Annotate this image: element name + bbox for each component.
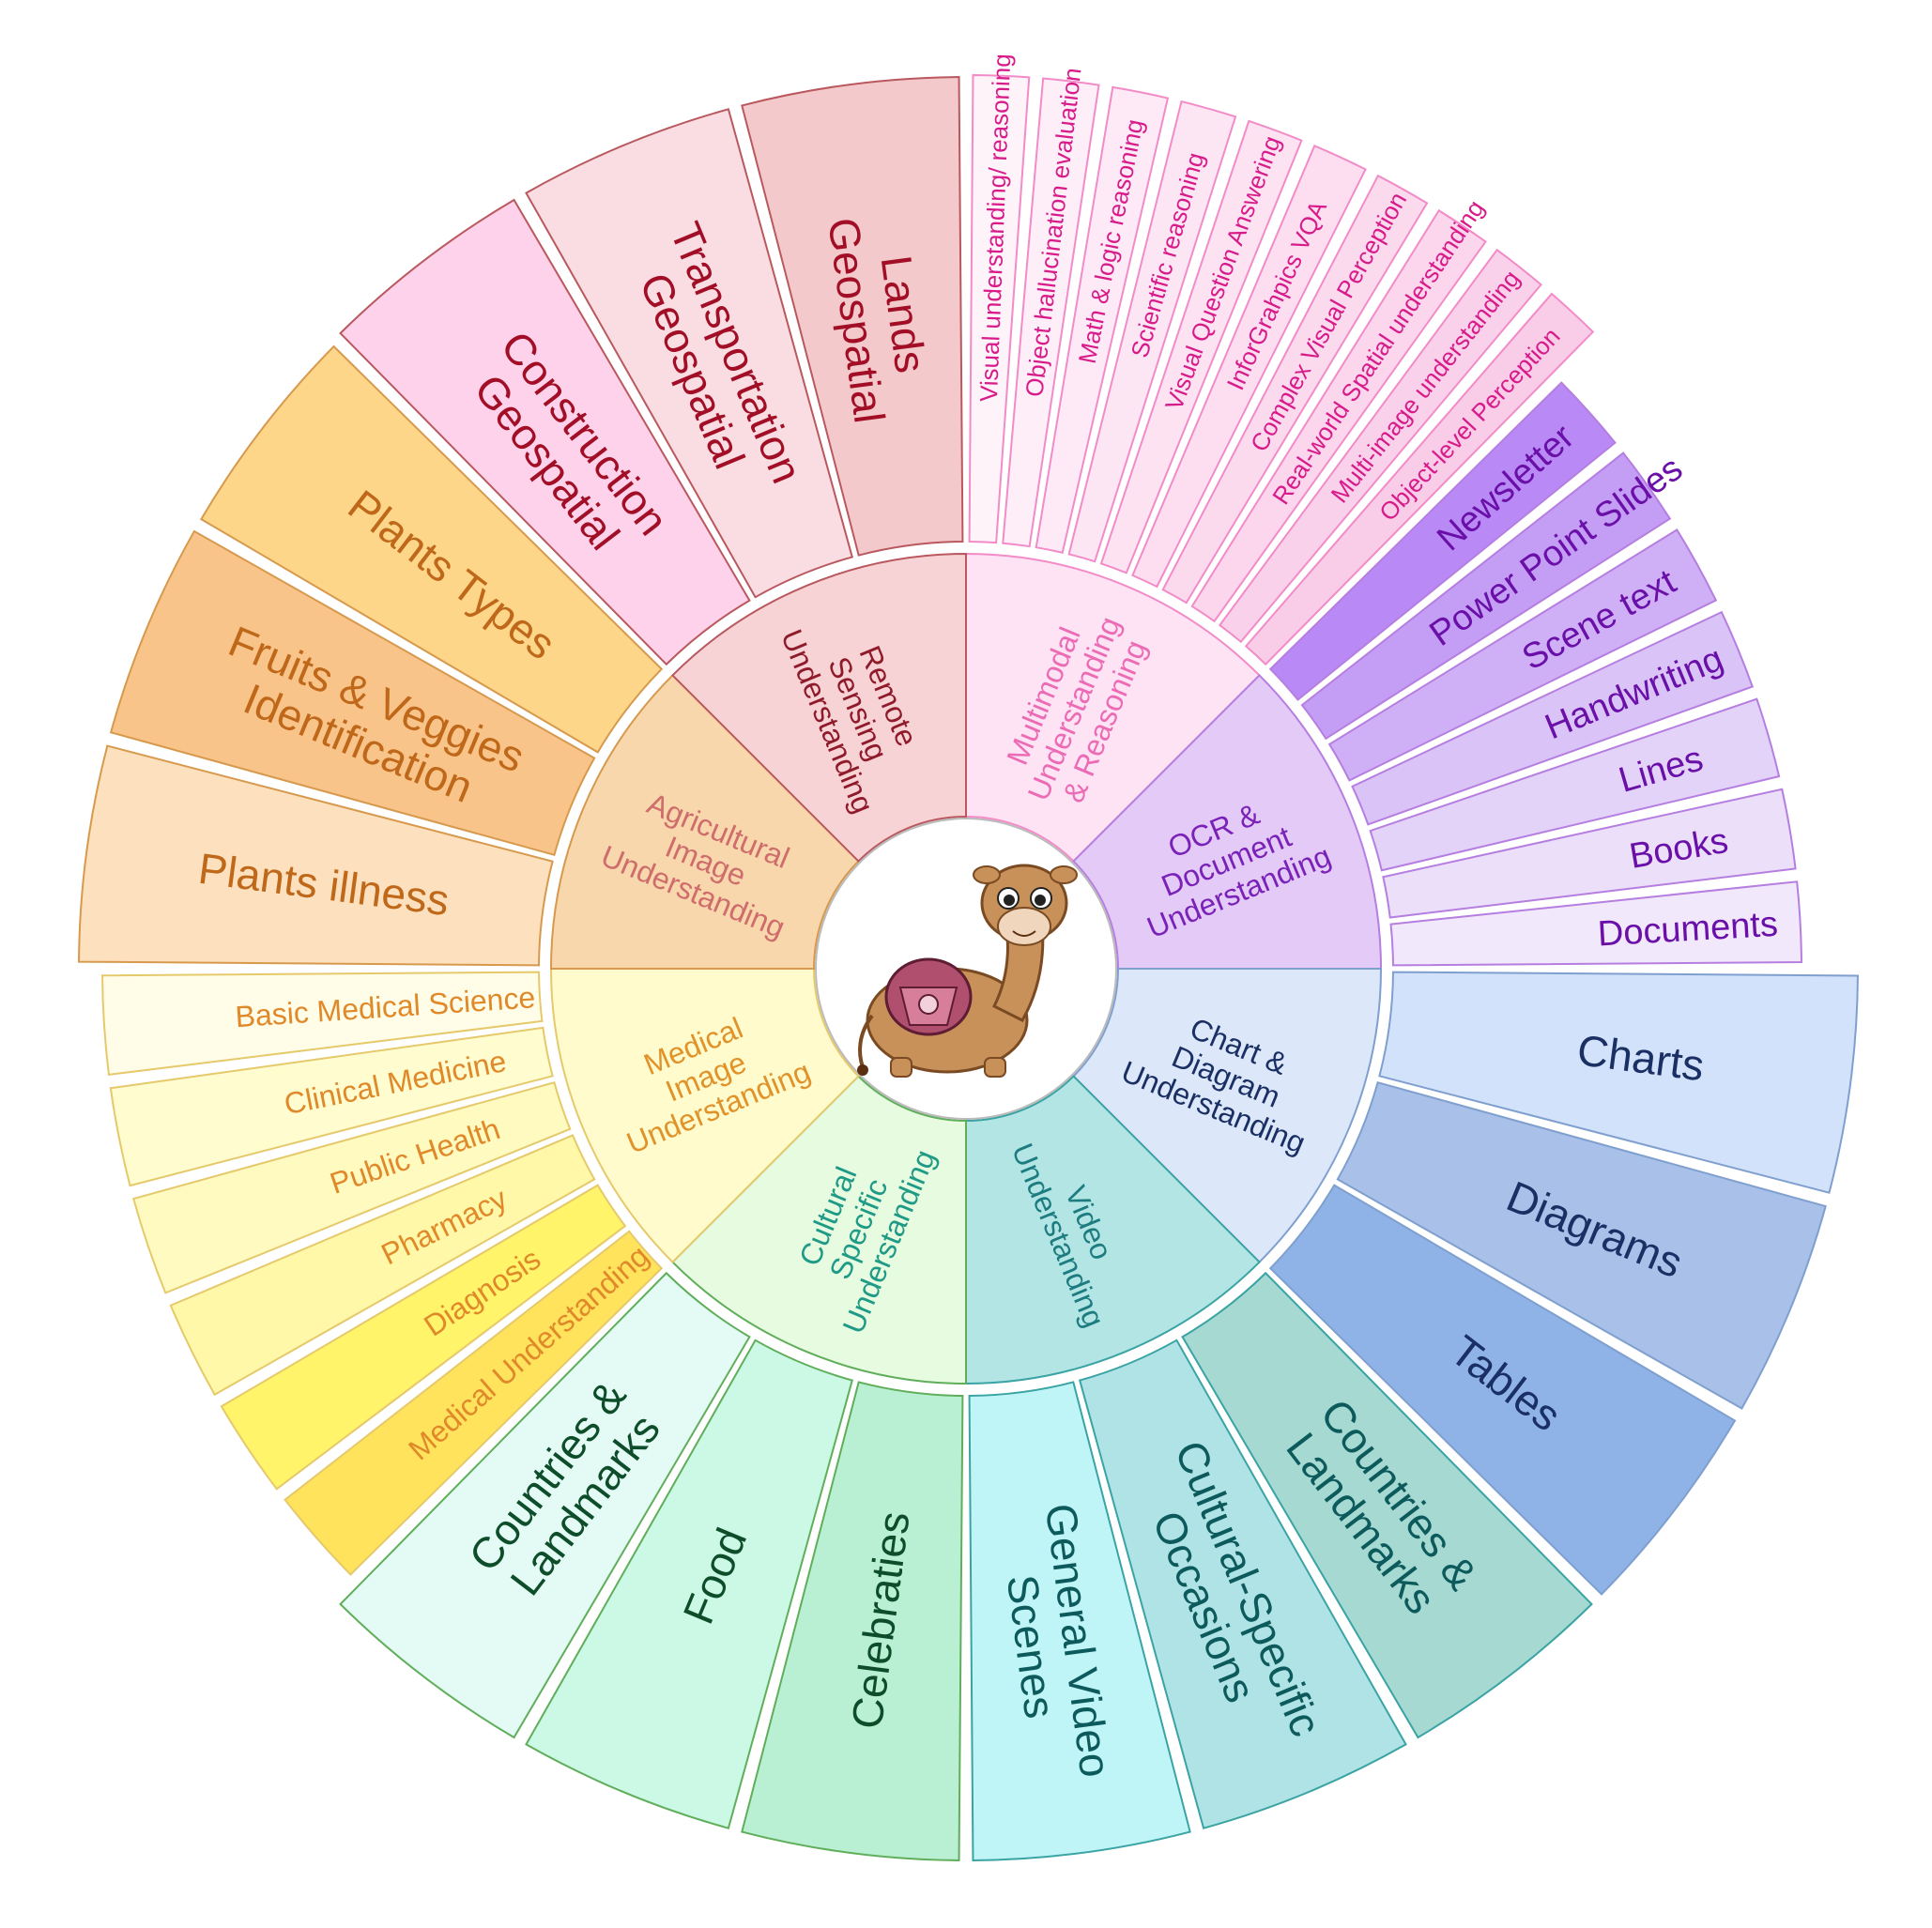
category-segment: [671, 1075, 967, 1385]
subcategory-segment: [109, 1026, 554, 1187]
subcategory-segment: [1268, 381, 1617, 701]
subcategory-segment: [1327, 528, 1718, 782]
subcategory-segment: [1351, 610, 1754, 826]
subcategory-segment: [169, 1134, 596, 1397]
category-segment: [965, 552, 1261, 863]
subcategory-segment: [741, 76, 964, 557]
subcategory-segment: [1218, 248, 1542, 644]
category-segment: [671, 552, 967, 863]
subcategory-segment: [525, 1339, 854, 1829]
subcategory-segment: [199, 344, 664, 754]
subcategory-segment: [1078, 1339, 1407, 1829]
category-segment: [965, 1075, 1261, 1385]
subcategory-segment: [339, 1271, 751, 1739]
category-segment: [1072, 968, 1383, 1263]
subcategory-segment: [1378, 971, 1859, 1194]
subcategory-segment: [339, 198, 751, 666]
subcategory-segment: [284, 1230, 664, 1576]
subcategory-segment: [132, 1080, 572, 1294]
subcategory-segment: [1161, 174, 1429, 604]
subcategory-segment: [1336, 1080, 1827, 1410]
category-segment: [549, 674, 860, 970]
subcategory-segment: [78, 744, 554, 967]
category-segment: [549, 968, 860, 1263]
category-label: Chart &DiagramUnderstanding: [1117, 993, 1336, 1160]
center-hub: [815, 818, 1117, 1120]
subcategory-segment: [1131, 145, 1367, 589]
subcategory-segment: [1382, 788, 1797, 919]
subcategory-segment: [1002, 77, 1100, 548]
subcategory-segment: [109, 529, 596, 857]
subcategory-segment: [968, 74, 1031, 544]
subcategory-segment: [968, 1381, 1191, 1861]
subcategory-segment: [525, 108, 854, 599]
subcategory-ring: Visual understanding/ reasoning Object ha…: [78, 54, 1859, 1861]
camel-mascot-icon: [857, 864, 1078, 1078]
subcategory-segment: [741, 1381, 964, 1861]
subcategory-segment: [1035, 85, 1170, 554]
subcategory-segment: [1369, 697, 1781, 872]
subcategory-segment: [101, 971, 544, 1077]
subcategory-segment: [220, 1184, 627, 1491]
subcategory-segment: [1190, 208, 1487, 623]
subcategory-segment: [1268, 1184, 1737, 1596]
subcategory-segment: [1244, 292, 1595, 666]
subcategory-segment: [1389, 880, 1802, 967]
subcategory-segment: [1067, 99, 1237, 563]
subcategory-segment: [1300, 451, 1672, 741]
subcategory-segment: [1099, 119, 1303, 574]
category-segment: [1072, 674, 1383, 970]
subcategory-segment: [1181, 1271, 1593, 1739]
